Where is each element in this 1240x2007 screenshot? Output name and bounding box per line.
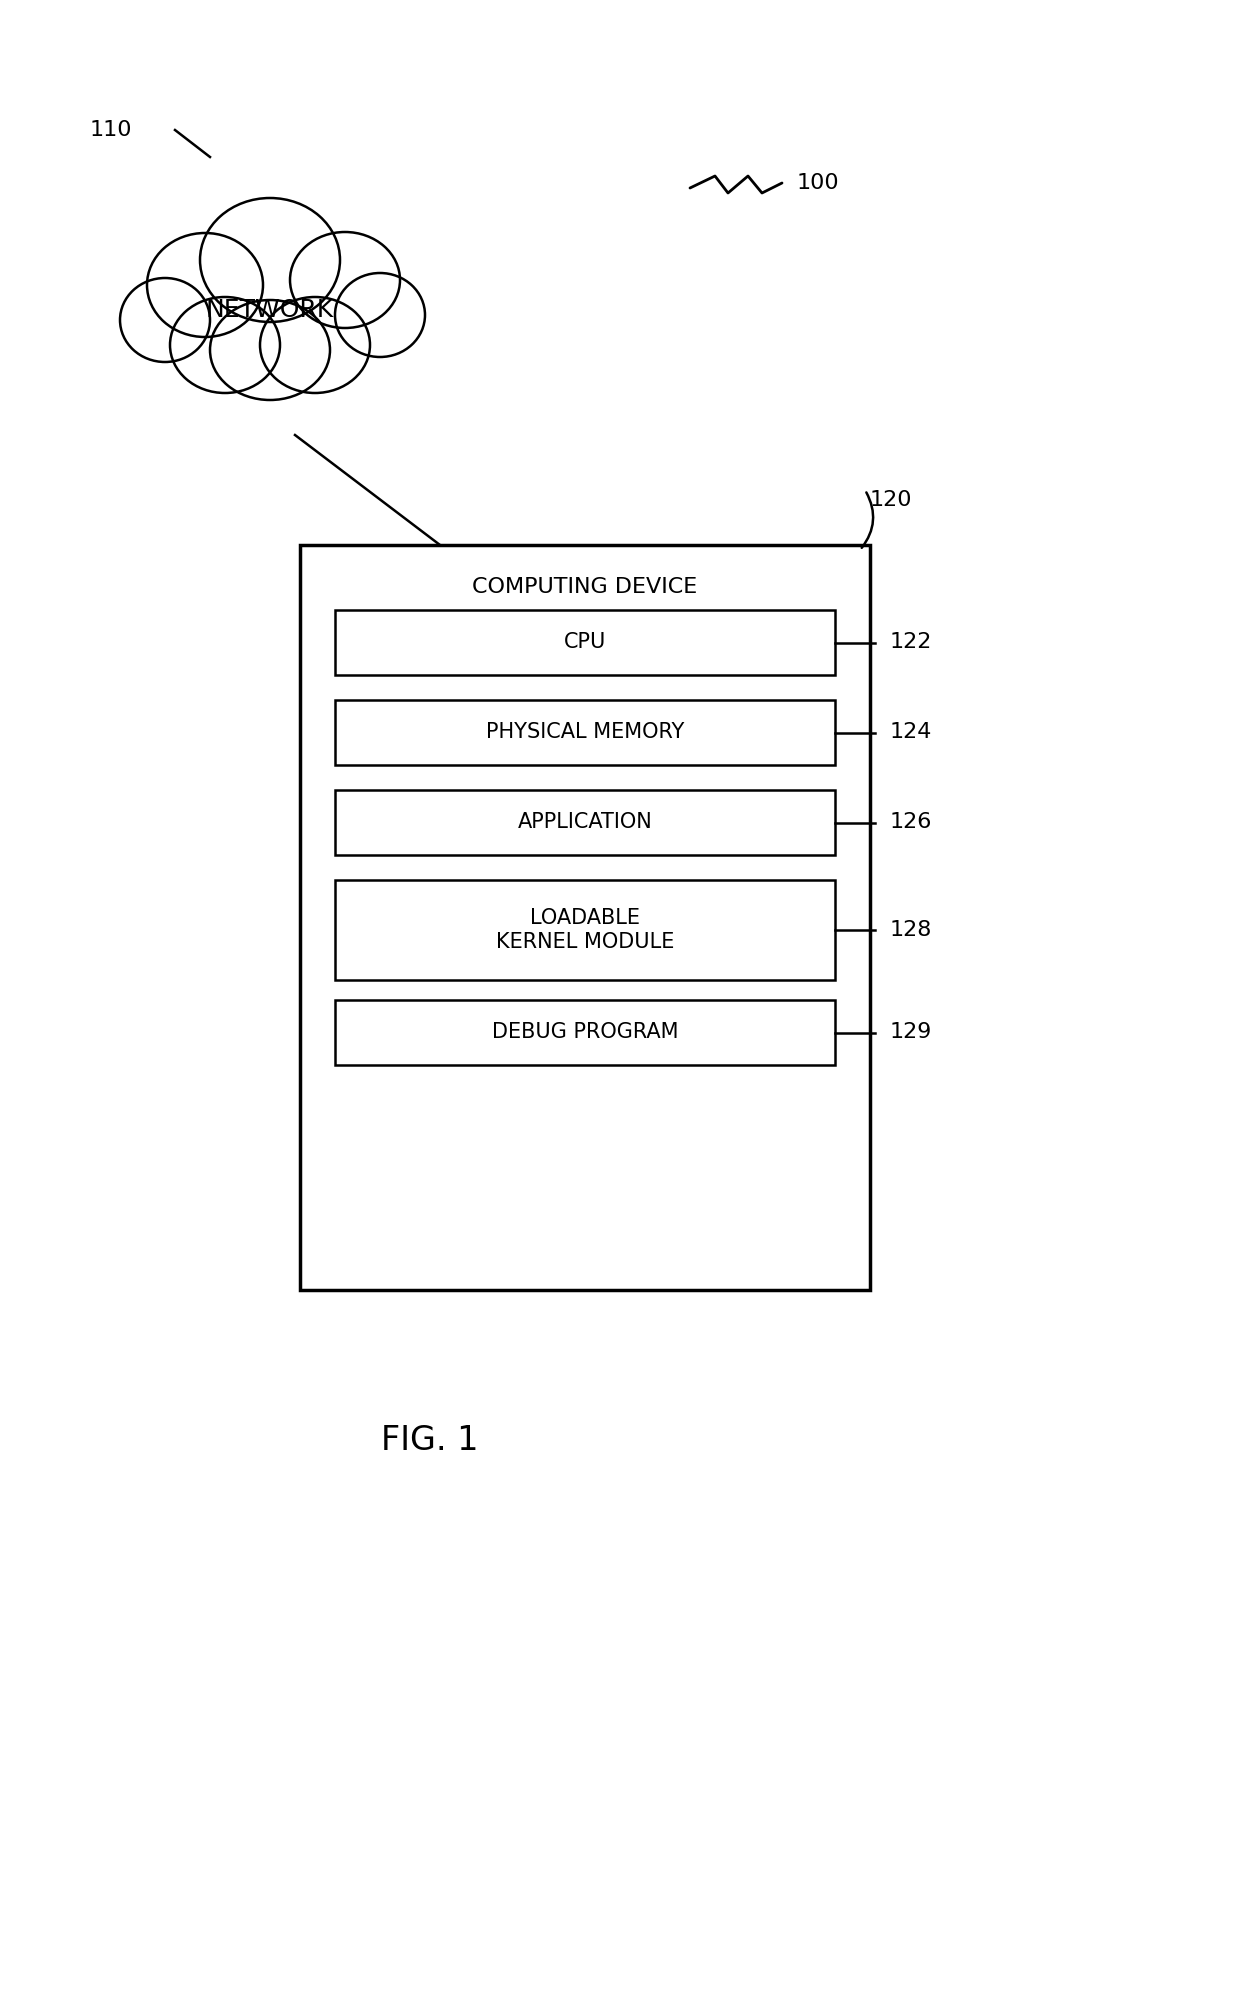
Bar (335, 791, 835, 855)
FancyArrowPatch shape (862, 492, 873, 548)
Text: 124: 124 (890, 723, 932, 743)
Ellipse shape (200, 199, 340, 321)
Ellipse shape (148, 233, 263, 337)
Text: PHYSICAL MEMORY: PHYSICAL MEMORY (486, 723, 684, 743)
Bar (335, 700, 835, 765)
Text: NETWORK: NETWORK (206, 297, 334, 321)
Text: CPU: CPU (564, 632, 606, 652)
Text: FIG. 1: FIG. 1 (381, 1423, 479, 1457)
Ellipse shape (335, 273, 425, 357)
Text: 110: 110 (91, 120, 133, 140)
Text: DEBUG PROGRAM: DEBUG PROGRAM (492, 1022, 678, 1042)
Ellipse shape (120, 279, 210, 361)
Ellipse shape (260, 297, 370, 393)
Text: 128: 128 (890, 919, 932, 939)
Text: 122: 122 (890, 632, 932, 652)
Bar (300, 546, 870, 1291)
Ellipse shape (290, 233, 401, 327)
Text: 120: 120 (870, 490, 913, 510)
Text: 100: 100 (797, 173, 839, 193)
Ellipse shape (210, 299, 330, 399)
Text: 126: 126 (890, 813, 932, 833)
Text: 129: 129 (890, 1022, 932, 1042)
Text: LOADABLE
KERNEL MODULE: LOADABLE KERNEL MODULE (496, 909, 675, 951)
Text: APPLICATION: APPLICATION (517, 813, 652, 833)
Bar (335, 610, 835, 674)
Text: COMPUTING DEVICE: COMPUTING DEVICE (472, 576, 698, 596)
Bar (335, 999, 835, 1066)
Bar (335, 879, 835, 979)
Ellipse shape (170, 297, 280, 393)
